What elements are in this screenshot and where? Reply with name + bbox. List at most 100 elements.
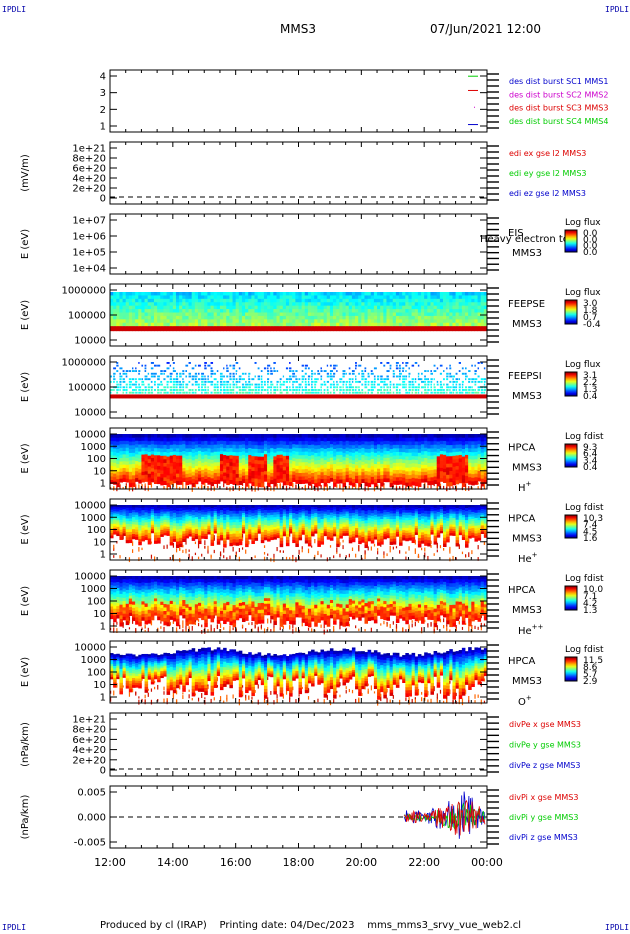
divpi-legend-2: divPi z gse MMS3 xyxy=(509,833,578,842)
panel-frame xyxy=(109,712,488,777)
y-tick-label: 4 xyxy=(100,72,106,83)
hpca_h-colorbar-tick: 9.3 xyxy=(583,443,597,453)
burst-legend-3: des dist burst SC4 MMS4 xyxy=(509,117,608,126)
feepsi-sc-label: MMS3 xyxy=(512,391,542,402)
y-tick-label: 100000 xyxy=(68,383,106,394)
y-tick-label: 1 xyxy=(100,622,106,633)
x-tick-label: 20:00 xyxy=(345,856,377,869)
y-tick-label: 100 xyxy=(87,597,106,608)
y-tick-label: 0 xyxy=(100,194,106,205)
hpca_o-colorbar-tick: 11.5 xyxy=(583,656,603,666)
edi-legend-2: edi ez gse l2 MMS3 xyxy=(509,189,586,198)
hpca_hepp-colorbar xyxy=(564,585,578,611)
y-tick-label: 6e+20 xyxy=(72,164,106,175)
feepse-colorbar-tick: -0.4 xyxy=(583,320,601,330)
y-tick-label: 10000 xyxy=(74,430,106,441)
divpe-ylabel: (nPa/km) xyxy=(20,722,31,767)
divpe-legend-2: divPe z gse MMS3 xyxy=(509,761,580,770)
hpca_hepp-colorbar-tick: 10.0 xyxy=(583,585,603,595)
y-tick-label: 10 xyxy=(93,537,106,548)
y-tick-label: 10000 xyxy=(74,643,106,654)
feepse-instrument-label: FEEPSE xyxy=(508,299,545,310)
y-tick-label: 100 xyxy=(87,525,106,536)
hpca_h-instrument-label: HPCA xyxy=(508,443,536,454)
feepse-sc-label: MMS3 xyxy=(512,319,542,330)
y-tick-label: 6e+20 xyxy=(72,735,106,746)
feepse-colorbar-tick: 1.8 xyxy=(583,306,598,316)
y-tick-label: 1e+04 xyxy=(72,264,106,275)
y-tick-label: 1 xyxy=(100,122,106,133)
eis-instrument-label: EIS xyxy=(508,228,524,239)
hpca_hepp-colorbar-tick: 1.3 xyxy=(583,606,597,616)
x-tick-label: 16:00 xyxy=(220,856,252,869)
eis-colorbar-tick: 0.0 xyxy=(583,235,598,245)
hpca_h-colorbar-title: Log fdist xyxy=(565,432,604,442)
feepsi-instrument-label: FEEPSI xyxy=(508,371,542,382)
feepsi-spectrogram xyxy=(110,362,488,399)
feepse-colorbar-title: Log flux xyxy=(565,288,601,298)
hpca_o-species-label: O+ xyxy=(518,694,532,708)
eis-colorbar-title: Log flux xyxy=(565,218,601,228)
hpca_hepp-colorbar-title: Log fdist xyxy=(565,574,604,584)
y-tick-label: 1 xyxy=(100,550,106,561)
divpi-trace-1 xyxy=(403,802,486,831)
corner-label-top-left: IPDLI xyxy=(2,5,27,14)
feepsi-ylabel: E (eV) xyxy=(20,372,31,402)
feepse-colorbar-tick: 0.7 xyxy=(583,313,597,323)
hpca_he-colorbar-tick: 1.6 xyxy=(583,534,598,544)
y-tick-label: 10 xyxy=(93,680,106,691)
hpca_o-colorbar-tick: 5.7 xyxy=(583,670,597,680)
hpca_he-instrument-label: HPCA xyxy=(508,514,536,525)
hpca_h-spectrogram xyxy=(110,434,488,492)
hpca_he-ylabel: E (eV) xyxy=(20,514,31,544)
feepsi-colorbar-tick: 1.3 xyxy=(583,385,597,395)
feepsi-colorbar-tick: 0.4 xyxy=(583,392,598,402)
corner-label-bottom-right: IPDLI xyxy=(605,923,630,932)
panel-frame xyxy=(109,213,488,275)
hpca_hepp-colorbar-tick: 4.2 xyxy=(583,599,597,609)
y-tick-label: 1e+21 xyxy=(72,715,106,726)
y-tick-label: 0.000 xyxy=(77,813,106,824)
eis-colorbar-tick: 0.0 xyxy=(583,229,598,239)
y-tick-label: 1000000 xyxy=(61,286,106,297)
eis-instrument-extra: Heavy electron to xyxy=(480,234,569,245)
divpi-legend-0: divPi x gse MMS3 xyxy=(509,793,578,802)
panel-frame xyxy=(109,69,488,133)
hpca_he-species-label: He+ xyxy=(518,551,538,565)
eis-colorbar-tick: 0.0 xyxy=(583,242,598,252)
hpca_o-ylabel: E (eV) xyxy=(20,657,31,687)
y-tick-label: 10 xyxy=(93,609,106,620)
feepsi-colorbar-tick: 2.2 xyxy=(583,378,597,388)
hpca_h-colorbar-tick: 0.4 xyxy=(583,463,598,473)
y-tick-label: -0.005 xyxy=(74,838,106,849)
divpi-trace-2 xyxy=(403,799,486,836)
hpca_hepp-instrument-label: HPCA xyxy=(508,585,536,596)
panel-frame xyxy=(109,141,488,205)
y-tick-label: 1e+06 xyxy=(72,232,106,243)
y-tick-label: 8e+20 xyxy=(72,725,106,736)
feepse-ylabel: E (eV) xyxy=(20,300,31,330)
divpi-legend-1: divPi y gse MMS3 xyxy=(509,813,578,822)
y-tick-label: 100 xyxy=(87,668,106,679)
hpca_o-sc-label: MMS3 xyxy=(512,676,542,687)
x-tick-label: 12:00 xyxy=(94,856,126,869)
burst-legend-2: des dist burst SC3 MMS3 xyxy=(509,104,608,113)
datetime-title: 07/Jun/2021 12:00 xyxy=(430,22,542,36)
edi-legend-0: edi ex gse l2 MMS3 xyxy=(509,149,586,158)
y-tick-label: 10 xyxy=(93,466,106,477)
y-tick-label: 1000 xyxy=(81,584,106,595)
divpe-legend-1: divPe y gse MMS3 xyxy=(509,741,581,750)
hpca_hepp-colorbar-tick: 7.1 xyxy=(583,592,597,602)
y-tick-label: 10000 xyxy=(74,336,106,347)
y-tick-label: 3 xyxy=(100,88,106,99)
hpca_hepp-species-label: He++ xyxy=(518,623,544,637)
feepse-colorbar-tick: 3.0 xyxy=(583,299,598,309)
y-tick-label: 100000 xyxy=(68,311,106,322)
y-tick-label: 100 xyxy=(87,454,106,465)
hpca_h-sc-label: MMS3 xyxy=(512,463,542,474)
hpca_o-instrument-label: HPCA xyxy=(508,656,536,667)
hpca_h-colorbar-tick: 6.4 xyxy=(583,450,598,460)
burst-legend-1: des dist burst SC2 MMS2 xyxy=(509,90,608,99)
eis-colorbar xyxy=(564,229,578,253)
